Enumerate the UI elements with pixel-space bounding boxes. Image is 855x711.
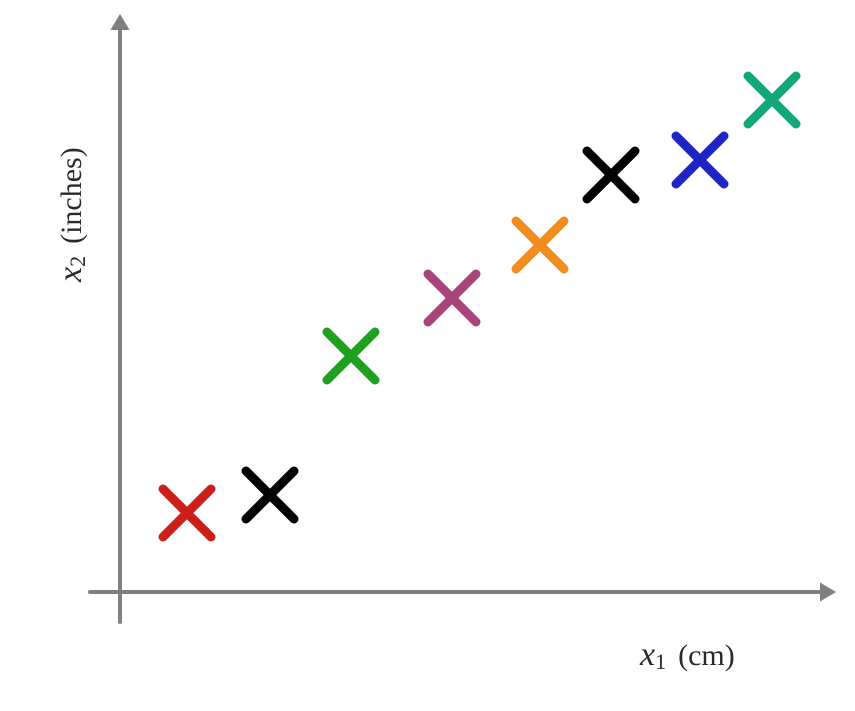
x-axis-unit: (cm) bbox=[678, 639, 735, 672]
chart-svg bbox=[0, 0, 855, 711]
y-axis-label: x2 (inches) bbox=[52, 147, 91, 282]
scatter-chart: x2 (inches) x1 (cm) bbox=[0, 0, 855, 711]
y-axis-arrow bbox=[110, 14, 129, 30]
x-axis-arrow bbox=[820, 582, 836, 601]
scatter-point bbox=[676, 136, 724, 184]
y-axis-var: x bbox=[52, 267, 89, 282]
y-axis-unit: (inches) bbox=[55, 147, 88, 244]
scatter-point bbox=[516, 221, 564, 269]
scatter-point bbox=[748, 76, 796, 124]
scatter-point bbox=[327, 332, 375, 380]
scatter-point bbox=[246, 471, 294, 519]
scatter-point bbox=[163, 489, 211, 537]
y-axis-sub: 2 bbox=[65, 256, 90, 267]
scatter-point bbox=[428, 274, 476, 322]
x-axis-sub: 1 bbox=[655, 649, 666, 674]
x-axis-var: x bbox=[640, 636, 655, 673]
x-axis-label: x1 (cm) bbox=[640, 636, 735, 675]
scatter-point bbox=[587, 151, 635, 199]
